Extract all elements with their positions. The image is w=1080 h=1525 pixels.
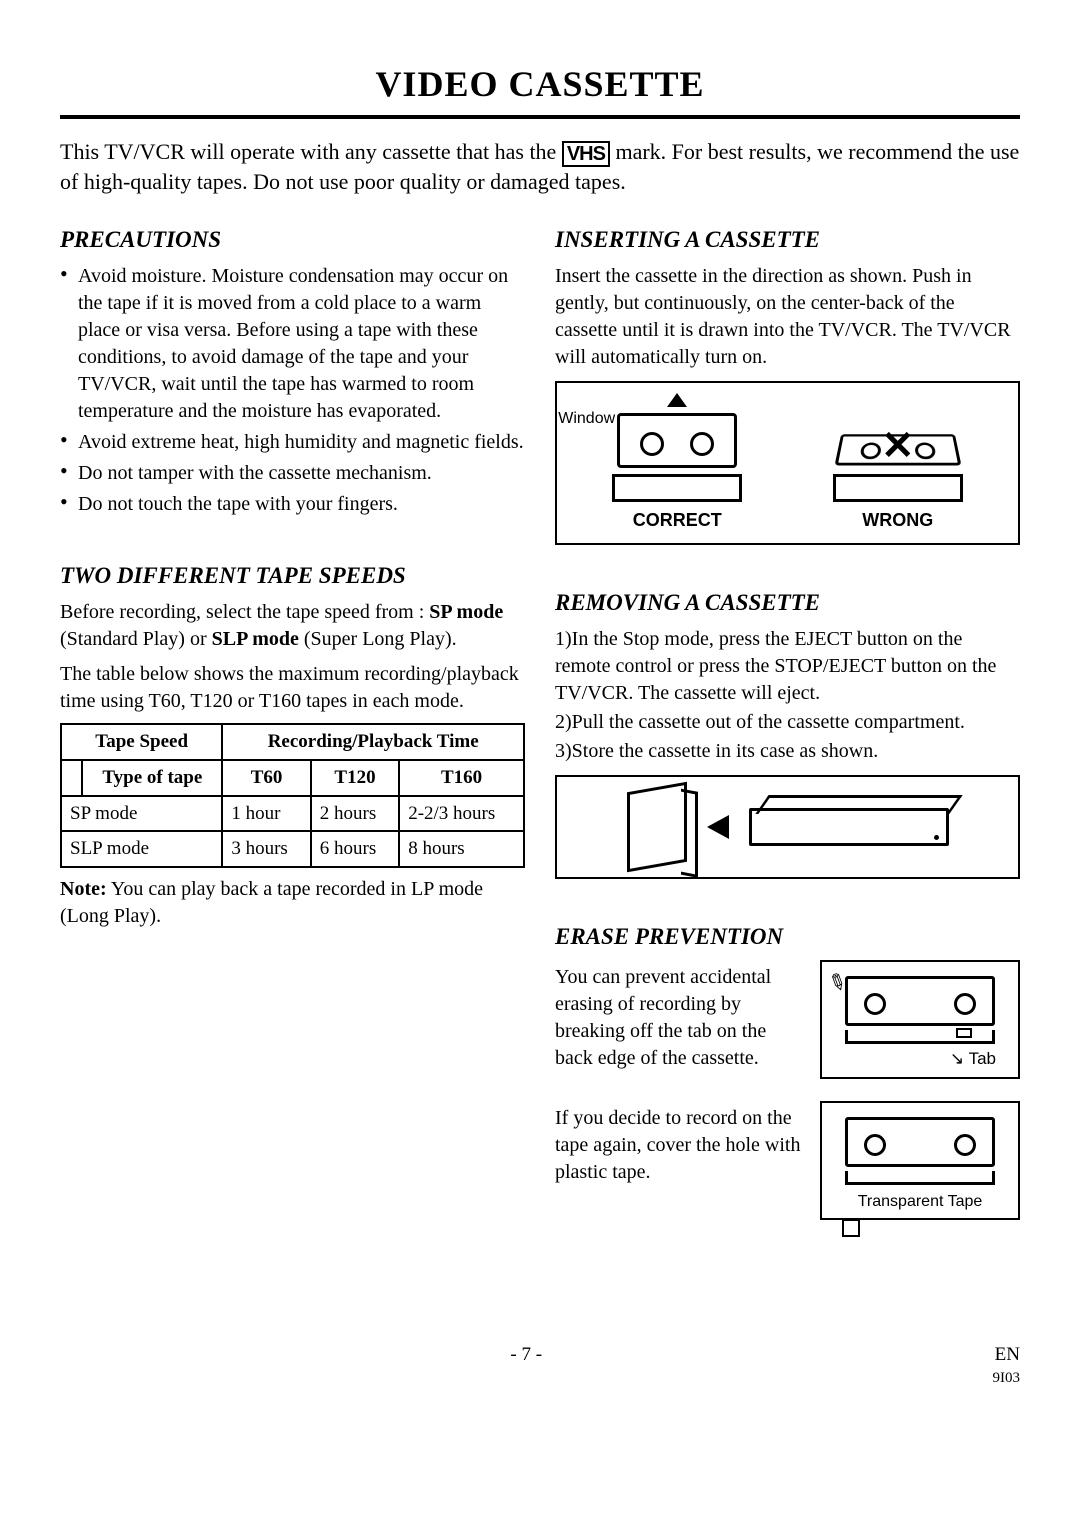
table-cell: 2 hours (311, 796, 399, 832)
cassette-edge-icon (845, 1171, 995, 1185)
intro-paragraph: This TV/VCR will operate with any casset… (60, 137, 1020, 197)
erase-para1: You can prevent accidental erasing of re… (555, 960, 806, 1072)
cassette-icon (845, 976, 995, 1026)
table-cell: 1 hour (222, 796, 310, 832)
list-item: 2)Pull the cassette out of the cassette … (555, 709, 1020, 736)
tape-roll-icon (842, 1219, 860, 1237)
table-col: T60 (222, 760, 310, 796)
removing-heading: REMOVING A CASSETTE (555, 587, 1020, 618)
table-cell: SLP mode (61, 831, 222, 867)
removing-diagram (555, 775, 1020, 879)
cassette-icon (845, 1117, 995, 1167)
intro-before: This TV/VCR will operate with any casset… (60, 139, 562, 164)
right-column: INSERTING A CASSETTE Insert the cassette… (555, 220, 1020, 1242)
page-footer: - 7 - EN 9I03 (60, 1342, 1020, 1388)
list-item: Do not touch the tape with your fingers. (60, 491, 525, 518)
cassette-icon: Window (617, 413, 737, 468)
erase-heading: ERASE PREVENTION (555, 921, 1020, 952)
tab-label-text: Tab (969, 1049, 996, 1068)
table-row: SLP mode 3 hours 6 hours 8 hours (61, 831, 524, 867)
tab-notch-icon (956, 1028, 972, 1038)
table-cell: 2-2/3 hours (399, 796, 524, 832)
vhs-logo: VHS (562, 141, 610, 167)
note-text: You can play back a tape recorded in LP … (60, 878, 483, 927)
wrong-label: WRONG (788, 508, 1009, 532)
x-icon: ✕ (881, 426, 915, 466)
table-cell: 3 hours (222, 831, 310, 867)
table-header: Tape Speed (61, 724, 222, 760)
table-cell: SP mode (61, 796, 222, 832)
window-label: Window (558, 408, 615, 430)
table-cell: 6 hours (311, 831, 399, 867)
removing-list: 1)In the Stop mode, press the EJECT butt… (555, 626, 1020, 765)
page-number: - 7 - (60, 1342, 993, 1388)
left-column: PRECAUTIONS Avoid moisture. Moisture con… (60, 220, 525, 1242)
text: Before recording, select the tape speed … (60, 601, 429, 623)
footer-lang: EN (993, 1342, 1021, 1368)
speeds-note: Note: You can play back a tape recorded … (60, 876, 525, 930)
speeds-para1: Before recording, select the tape speed … (60, 599, 525, 653)
slp-mode-label: SLP mode (212, 628, 299, 650)
page-title: VIDEO CASSETTE (60, 60, 1020, 119)
tape-diagram: Transparent Tape (820, 1101, 1020, 1221)
case-icon (627, 781, 687, 872)
list-item: 3)Store the cassette in its case as show… (555, 738, 1020, 765)
speeds-para2: The table below shows the maximum record… (60, 661, 525, 715)
cassette-edge-icon (845, 1030, 995, 1044)
table-cell: 8 hours (399, 831, 524, 867)
list-item: Do not tamper with the cassette mechanis… (60, 460, 525, 487)
speeds-heading: TWO DIFFERENT TAPE SPEEDS (60, 560, 525, 591)
tape-speed-table: Tape Speed Recording/Playback Time Type … (60, 723, 525, 868)
list-item: Avoid moisture. Moisture condensation ma… (60, 263, 525, 425)
tape-label: Transparent Tape (830, 1191, 1010, 1213)
table-row: SP mode 1 hour 2 hours 2-2/3 hours (61, 796, 524, 832)
vcr-slot-icon (612, 476, 742, 502)
inserting-para: Insert the cassette in the direction as … (555, 263, 1020, 371)
footer-code: 9I03 (993, 1368, 1021, 1388)
table-col: T160 (399, 760, 524, 796)
tab-diagram: ✎ ↘ Tab (820, 960, 1020, 1079)
sp-mode-label: SP mode (429, 601, 503, 623)
list-item: Avoid extreme heat, high humidity and ma… (60, 429, 525, 456)
precautions-heading: PRECAUTIONS (60, 224, 525, 255)
list-item: 1)In the Stop mode, press the EJECT butt… (555, 626, 1020, 707)
erase-para2: If you decide to record on the tape agai… (555, 1101, 806, 1186)
vcr-slot-icon (833, 476, 963, 502)
wrong-orientation: ✕ WRONG (788, 424, 1009, 532)
text: (Super Long Play). (299, 628, 457, 650)
arrow-icon (667, 393, 687, 407)
precautions-list: Avoid moisture. Moisture condensation ma… (60, 263, 525, 518)
table-subhead: Type of tape (82, 760, 222, 796)
text: (Standard Play) or (60, 628, 212, 650)
correct-label: CORRECT (567, 508, 788, 532)
correct-orientation: Window CORRECT (567, 393, 788, 532)
note-label: Note: (60, 878, 107, 900)
arrow-icon (707, 815, 729, 839)
inserting-heading: INSERTING A CASSETTE (555, 224, 1020, 255)
table-col: T120 (311, 760, 399, 796)
vcr-icon (749, 808, 949, 846)
table-header: Recording/Playback Time (222, 724, 524, 760)
tab-label: ↘ Tab (830, 1048, 1010, 1071)
table-cell (61, 760, 82, 796)
inserting-diagram: Window CORRECT ✕ WRONG (555, 381, 1020, 544)
